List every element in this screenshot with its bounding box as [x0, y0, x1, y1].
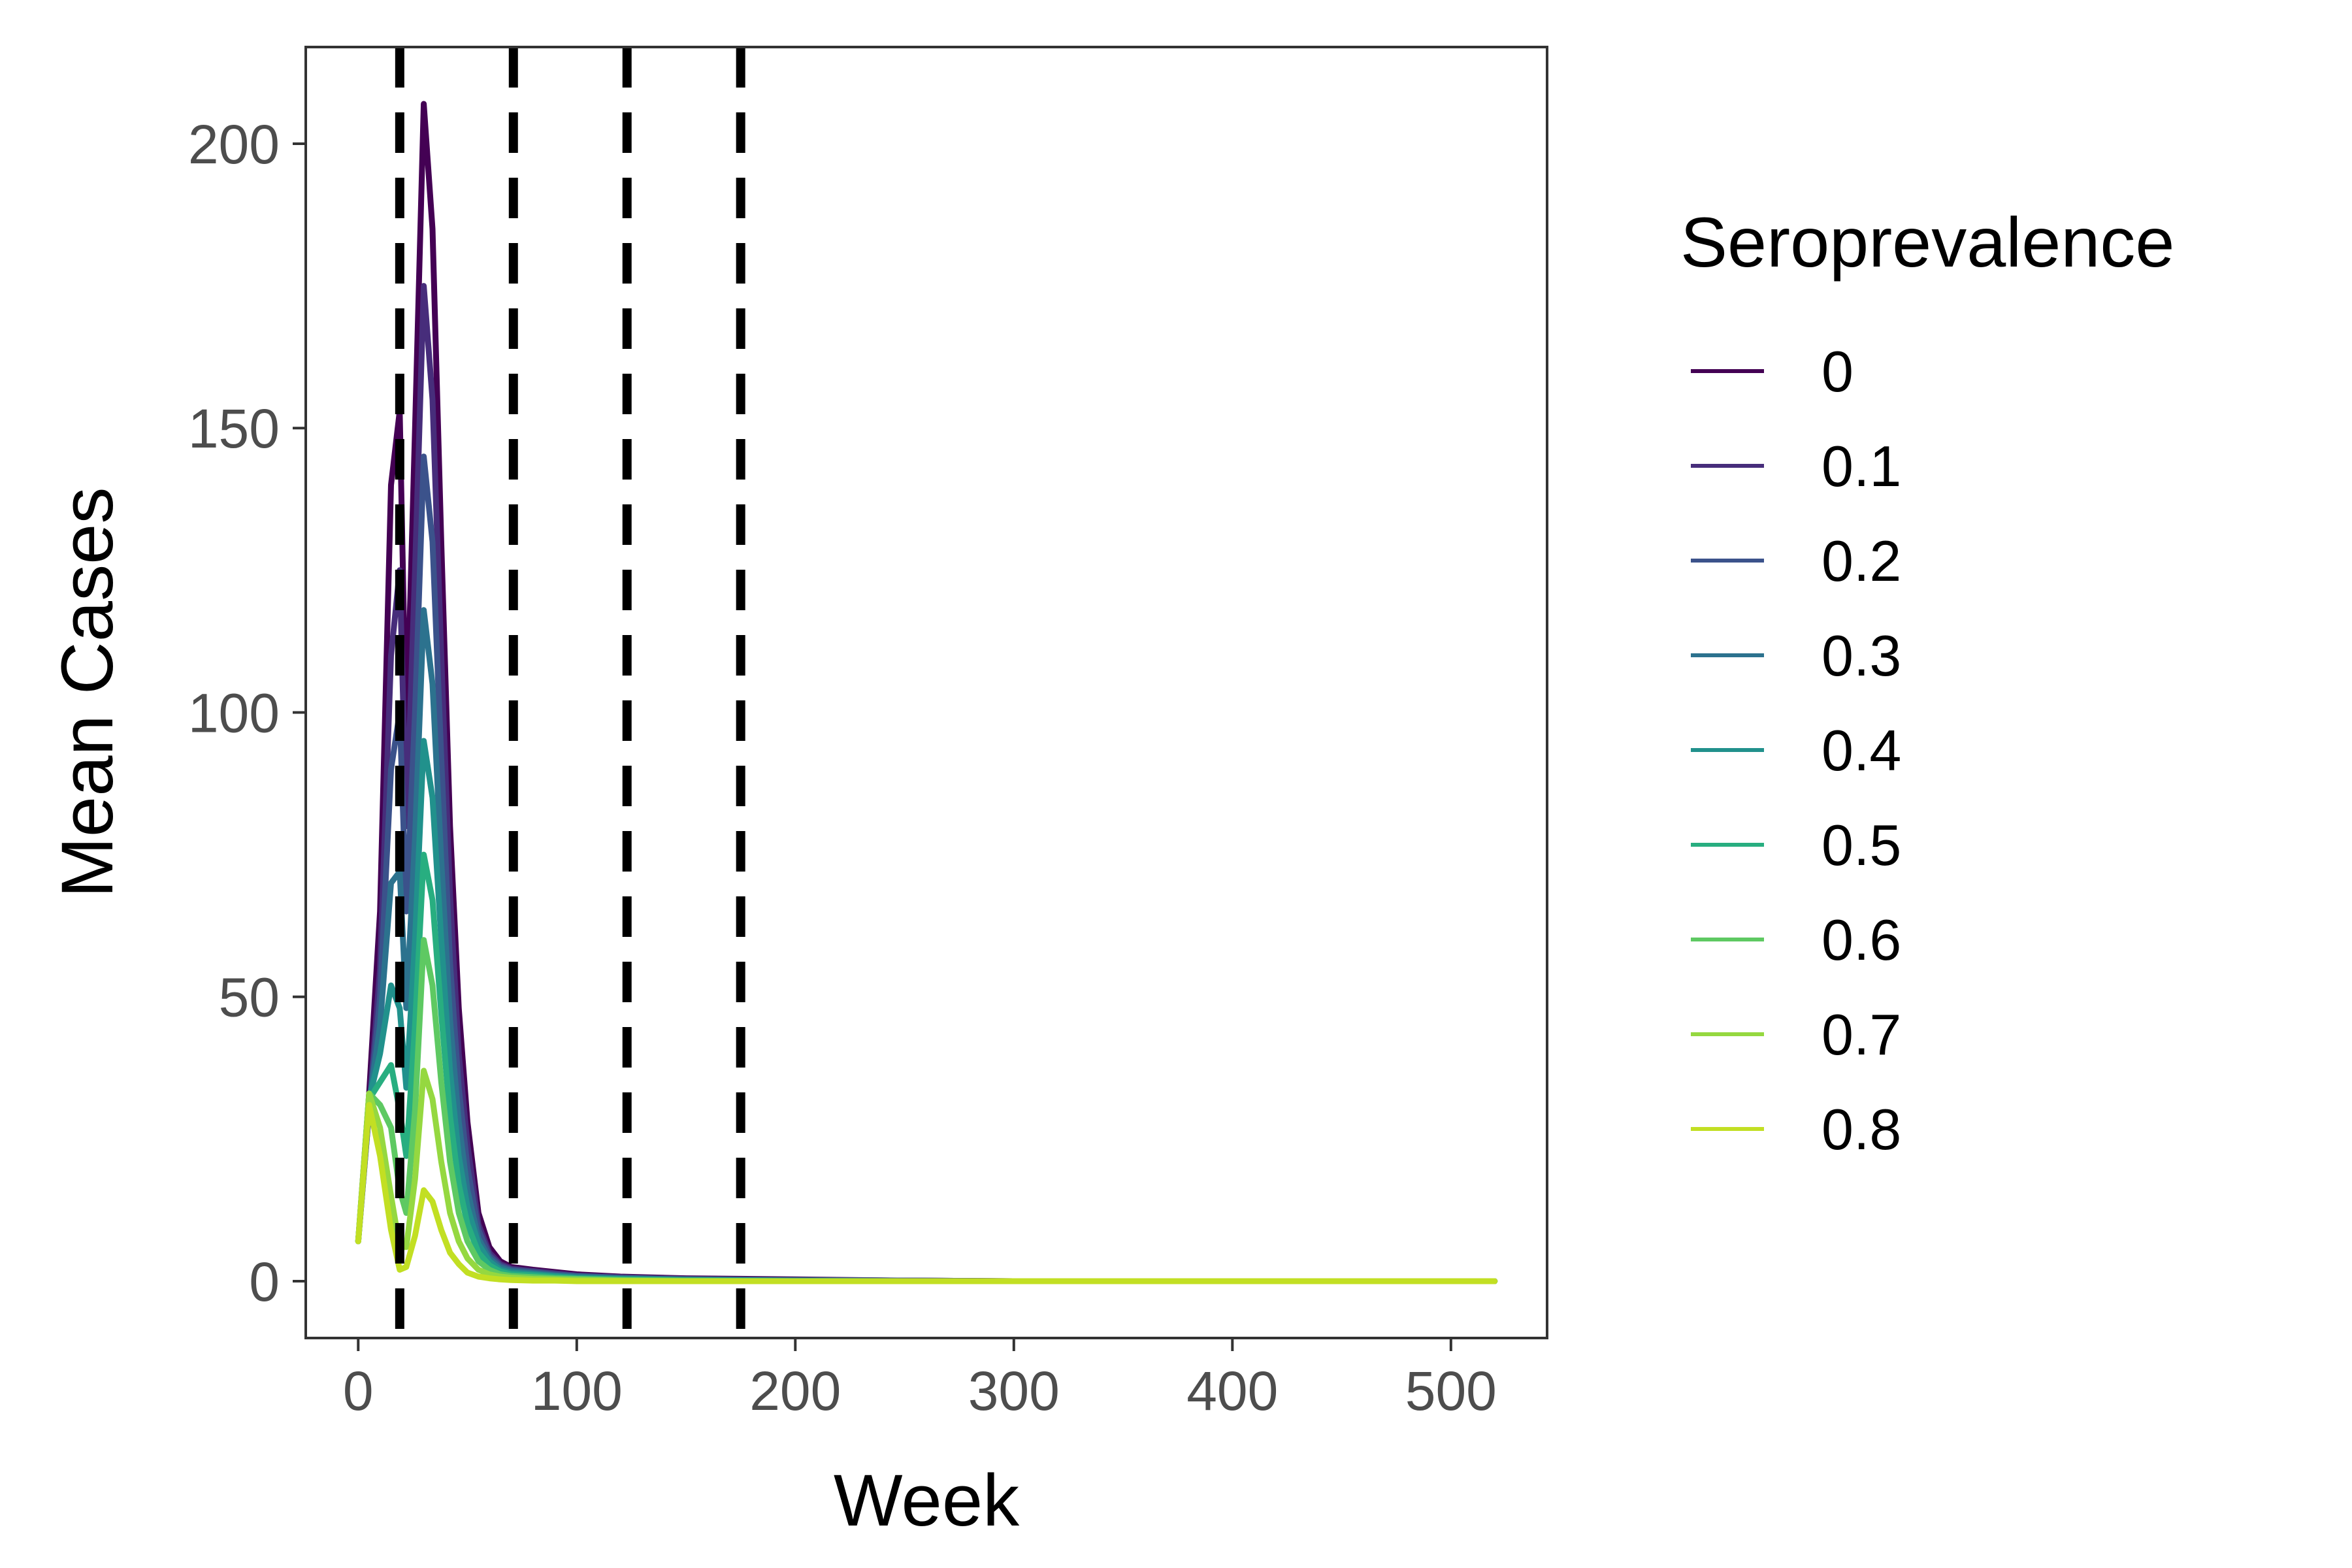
legend-label-0-5: 0.5: [1821, 813, 1901, 877]
reference-lines: [395, 47, 745, 1338]
legend-label-0-2: 0.2: [1821, 529, 1901, 593]
y-axis: 0 50 100 150 200: [188, 114, 306, 1313]
legend-label-0-4: 0.4: [1821, 718, 1901, 783]
legend-title: Seroprevalence: [1680, 203, 2174, 282]
y-tick-label-200: 200: [188, 114, 280, 175]
x-tick-label-0: 0: [343, 1360, 374, 1422]
y-tick-label-150: 150: [188, 398, 280, 459]
x-axis: 0 100 200 300 400 500: [343, 1338, 1497, 1422]
x-tick-label-500: 500: [1405, 1360, 1497, 1422]
x-tick-label-300: 300: [968, 1360, 1060, 1422]
y-tick-label-100: 100: [188, 682, 280, 743]
legend-label-0-7: 0.7: [1821, 1002, 1901, 1067]
y-tick-label-50: 50: [219, 967, 280, 1028]
x-tick-label-400: 400: [1186, 1360, 1278, 1422]
legend-label-0-1: 0.1: [1821, 434, 1901, 498]
legend-label-0-8: 0.8: [1821, 1097, 1901, 1162]
x-tick-label-100: 100: [531, 1360, 623, 1422]
x-tick-label-200: 200: [749, 1360, 841, 1422]
y-axis-title: Mean Cases: [46, 487, 128, 898]
y-tick-label-0: 0: [249, 1251, 280, 1313]
legend-label-0-6: 0.6: [1821, 907, 1901, 972]
legend: Seroprevalence 0 0.1 0.2 0.3 0.4 0.5 0.6 0.7 0.8: [1680, 203, 2174, 1162]
legend-label-0: 0: [1821, 339, 1854, 404]
legend-label-0-3: 0.3: [1821, 623, 1901, 688]
x-axis-title: Week: [834, 1460, 1020, 1541]
series-line-0-8: [355, 1102, 1498, 1284]
panel-border: [304, 46, 1548, 1339]
